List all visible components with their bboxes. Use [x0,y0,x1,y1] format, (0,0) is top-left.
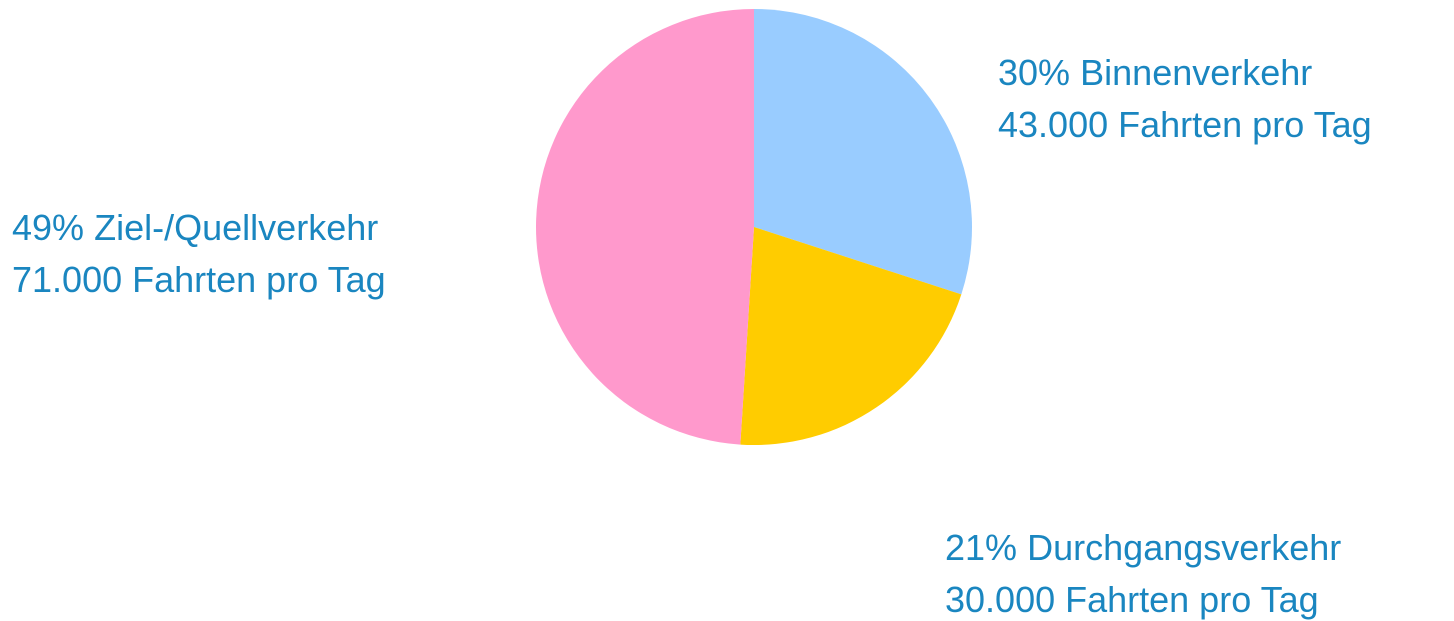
slice-label: 30% Binnenverkehr [998,52,1312,93]
category-label: Ziel-/Quellverkehr [94,207,378,248]
trip-label: 43.000 Fahrten pro Tag [998,104,1372,145]
pie-slice [740,227,962,445]
slice-label: 21% Durchgangsverkehr [945,527,1341,568]
value-label: 49% [12,207,84,248]
category-label: Durchgangsverkehr [1027,527,1341,568]
pie-slice [536,9,754,445]
category-label: Binnenverkehr [1080,52,1312,93]
value-label: 30% [998,52,1070,93]
trip-label: 71.000 Fahrten pro Tag [12,259,386,300]
slice-label: 49% Ziel-/Quellverkehr [12,207,378,248]
pie-slice [754,9,972,295]
value-label: 21% [945,527,1017,568]
trip-label: 30.000 Fahrten pro Tag [945,579,1319,620]
